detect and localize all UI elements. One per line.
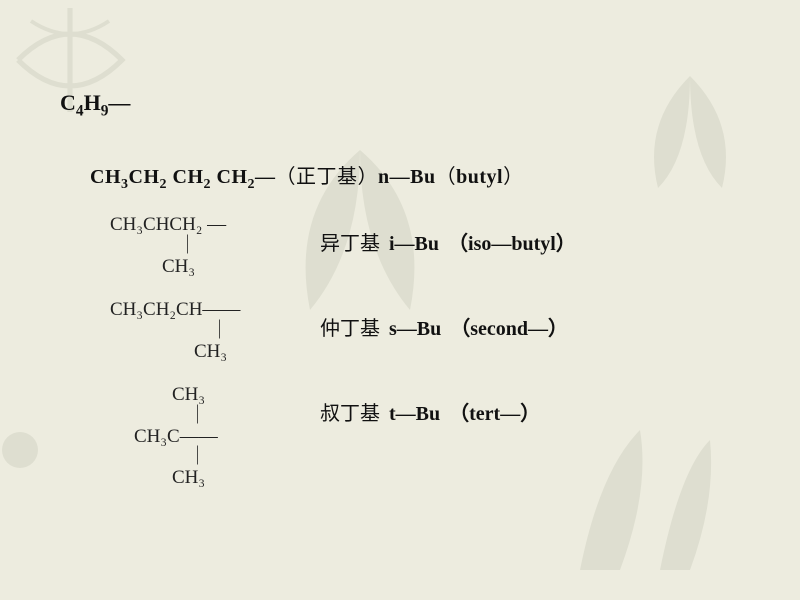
slide-content: C4H9— CH3CH2 CH2 CH2—（正丁基）n—Bu（butyl） CH… (0, 0, 800, 489)
tert-butyl-label: 叔丁基 t—Bu （tert—） (320, 385, 540, 426)
structure-line: CH₃ (194, 342, 320, 363)
iso-butyl-label: 异丁基 i—Bu （iso—butyl） (320, 215, 576, 256)
en-name: （second—） (450, 318, 568, 340)
abbr: i—Bu (389, 233, 439, 255)
tert-butyl-structure: CH₃ ｜ CH₃C—— ｜ CH₃ (110, 385, 320, 489)
iso-butyl-structure: CH₃CHCH₂ — ｜ CH₃ (110, 215, 320, 278)
sec-butyl-label: 仲丁基 s—Bu （second—） (320, 300, 568, 341)
structure-line: CH₃ (162, 257, 320, 278)
cn-name: 异丁基 (320, 233, 380, 255)
structure-bond: ｜ (178, 236, 320, 257)
cn-name: 仲丁基 (320, 318, 380, 340)
structure-line: CH₃ (172, 385, 320, 406)
abbr: t—Bu (389, 403, 440, 425)
structure-bond: ｜ (188, 406, 320, 427)
en-name: （tert—） (449, 403, 540, 425)
structure-line: CH₃ (172, 468, 320, 489)
iso-butyl-row: CH₃CHCH₂ — ｜ CH₃ 异丁基 i—Bu （iso—butyl） (110, 215, 750, 278)
structure-line: CH₃C—— (134, 427, 320, 448)
cn-name: 叔丁基 (320, 403, 380, 425)
en-name: （iso—butyl） (448, 233, 576, 255)
tert-butyl-row: CH₃ ｜ CH₃C—— ｜ CH₃ 叔丁基 t—Bu （tert—） (110, 385, 750, 489)
structure-bond: ｜ (188, 447, 320, 468)
structure-line: CH₃CHCH₂ — (110, 215, 320, 236)
structure-line: CH₃CH₂CH—— (110, 300, 320, 321)
structure-bond: ｜ (210, 321, 320, 342)
n-butyl-row: CH3CH2 CH2 CH2—（正丁基）n—Bu（butyl） (90, 160, 750, 193)
sec-butyl-row: CH₃CH₂CH—— ｜ CH₃ 仲丁基 s—Bu （second—） (110, 300, 750, 363)
sec-butyl-structure: CH₃CH₂CH—— ｜ CH₃ (110, 300, 320, 363)
abbr: s—Bu (389, 318, 441, 340)
molecular-formula-title: C4H9— (60, 90, 750, 120)
